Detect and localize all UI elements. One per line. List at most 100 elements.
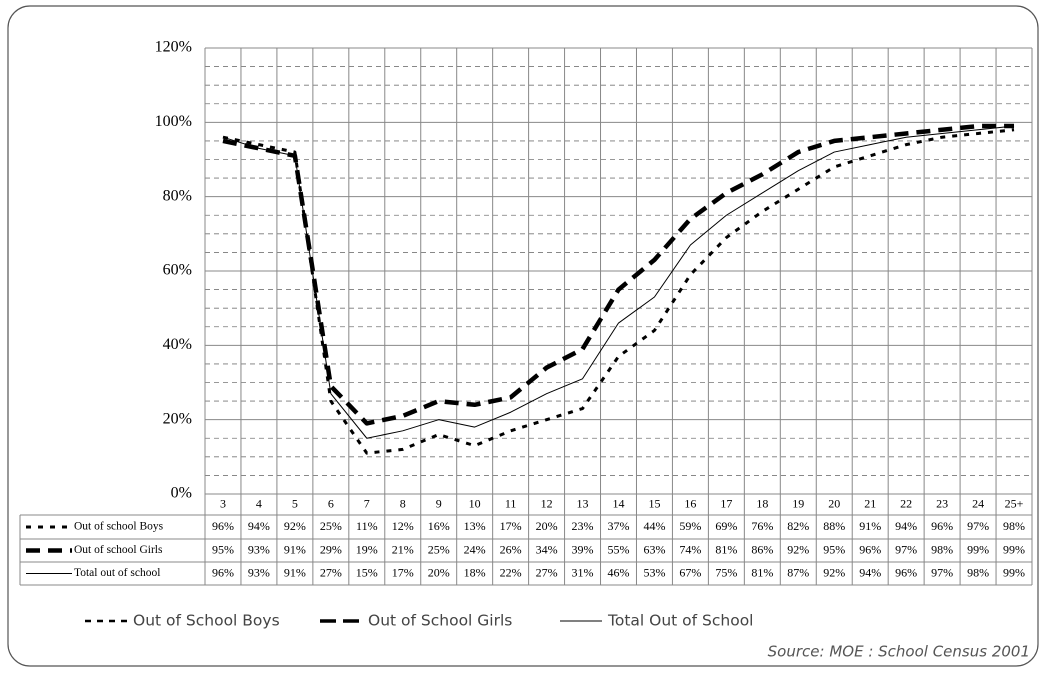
y-tick-label: 20% — [163, 410, 192, 427]
table-cell: 39% — [572, 542, 594, 556]
table-cell: 98% — [967, 565, 989, 579]
table-cell: 24% — [464, 542, 486, 556]
x-tick-label: 13 — [577, 496, 589, 510]
x-tick-label: 23 — [936, 496, 948, 510]
source: Source: MOE : School Census 2001 — [768, 643, 1030, 661]
x-tick-label: 14 — [613, 496, 625, 510]
x-tick-label: 4 — [256, 496, 262, 510]
x-tick-label: 22 — [900, 496, 912, 510]
table-cell: 63% — [643, 542, 665, 556]
table-cell: 46% — [608, 565, 630, 579]
table-cell: 67% — [679, 565, 701, 579]
table-series-label: Out of school Girls — [74, 544, 163, 556]
table-cell: 94% — [248, 519, 270, 533]
x-tick-label: 21 — [864, 496, 876, 510]
x-tick-label: 11 — [505, 496, 517, 510]
table-cell: 91% — [284, 542, 306, 556]
table-cell: 95% — [212, 542, 234, 556]
y-tick-label: 40% — [163, 336, 192, 353]
table-cell: 98% — [1003, 519, 1025, 533]
table-cell: 16% — [428, 519, 450, 533]
x-tick-label: 3 — [220, 496, 226, 510]
table-cell: 12% — [392, 519, 414, 533]
table-cell: 92% — [787, 542, 809, 556]
x-tick-label: 19 — [792, 496, 804, 510]
legend-label: Out of School Girls — [368, 612, 512, 630]
table-cell: 17% — [500, 519, 522, 533]
table-cell: 81% — [751, 565, 773, 579]
table-cell: 97% — [931, 565, 953, 579]
table-cell: 23% — [572, 519, 594, 533]
legend-label: Total Out of School — [607, 612, 753, 630]
table-cell: 59% — [679, 519, 701, 533]
x-tick-label: 5 — [292, 496, 298, 510]
table-cell: 25% — [320, 519, 342, 533]
table-cell: 25% — [428, 542, 450, 556]
table-cell: 27% — [536, 565, 558, 579]
table-cell: 19% — [356, 542, 378, 556]
y-tick-label: 60% — [163, 262, 192, 279]
table-cell: 86% — [751, 542, 773, 556]
y-tick-label: 80% — [163, 187, 192, 204]
frame — [7, 5, 1039, 667]
table-cell: 82% — [787, 519, 809, 533]
table-cell: 37% — [608, 519, 630, 533]
legend-label: Out of School Boys — [133, 612, 280, 630]
table-cell: 31% — [572, 565, 594, 579]
table-cell: 21% — [392, 542, 414, 556]
y-tick-label: 100% — [155, 113, 192, 130]
x-tick-label: 9 — [436, 496, 442, 510]
x-tick-label: 17 — [720, 496, 732, 510]
x-tick-label: 10 — [469, 496, 481, 510]
table-cell: 92% — [823, 565, 845, 579]
table-cell: 94% — [895, 519, 917, 533]
table-cell: 17% — [392, 565, 414, 579]
table-cell: 96% — [895, 565, 917, 579]
table-series-label: Total out of school — [74, 567, 160, 579]
table-cell: 27% — [320, 565, 342, 579]
table-cell: 93% — [248, 542, 270, 556]
table-cell: 96% — [931, 519, 953, 533]
table-cell: 20% — [428, 565, 450, 579]
table-cell: 97% — [967, 519, 989, 533]
table-cell: 87% — [787, 565, 809, 579]
table-cell: 96% — [212, 519, 234, 533]
table-cell: 97% — [895, 542, 917, 556]
table-cell: 91% — [284, 565, 306, 579]
x-tick-label: 18 — [756, 496, 768, 510]
table-cell: 26% — [500, 542, 522, 556]
table-cell: 98% — [931, 542, 953, 556]
x-tick-label: 12 — [541, 496, 553, 510]
table-cell: 20% — [536, 519, 558, 533]
table-cell: 13% — [464, 519, 486, 533]
table-cell: 92% — [284, 519, 306, 533]
table-cell: 96% — [859, 542, 881, 556]
table-cell: 94% — [859, 565, 881, 579]
table-cell: 99% — [967, 542, 989, 556]
x-tick-label: 7 — [364, 496, 370, 510]
table-cell: 88% — [823, 519, 845, 533]
table-cell: 74% — [679, 542, 701, 556]
y-tick-label: 0% — [171, 485, 192, 502]
table-cell: 11% — [356, 519, 378, 533]
table-cell: 99% — [1003, 542, 1025, 556]
table-cell: 18% — [464, 565, 486, 579]
table-cell: 93% — [248, 565, 270, 579]
x-tick-label: 20 — [828, 496, 840, 510]
table-cell: 75% — [715, 565, 737, 579]
table-cell: 22% — [500, 565, 522, 579]
x-tick-label: 16 — [684, 496, 696, 510]
x-tick-label: 24 — [972, 496, 984, 510]
x-tick-label: 15 — [648, 496, 660, 510]
table-cell: 95% — [823, 542, 845, 556]
table-cell: 99% — [1003, 565, 1025, 579]
table-cell: 55% — [608, 542, 630, 556]
table-cell: 76% — [751, 519, 773, 533]
x-tick-label: 8 — [400, 496, 406, 510]
y-tick-label: 120% — [155, 39, 192, 56]
table-cell: 34% — [536, 542, 558, 556]
table-cell: 15% — [356, 565, 378, 579]
table-series-label: Out of school Boys — [74, 521, 164, 533]
x-tick-label: 25+ — [1005, 496, 1024, 510]
